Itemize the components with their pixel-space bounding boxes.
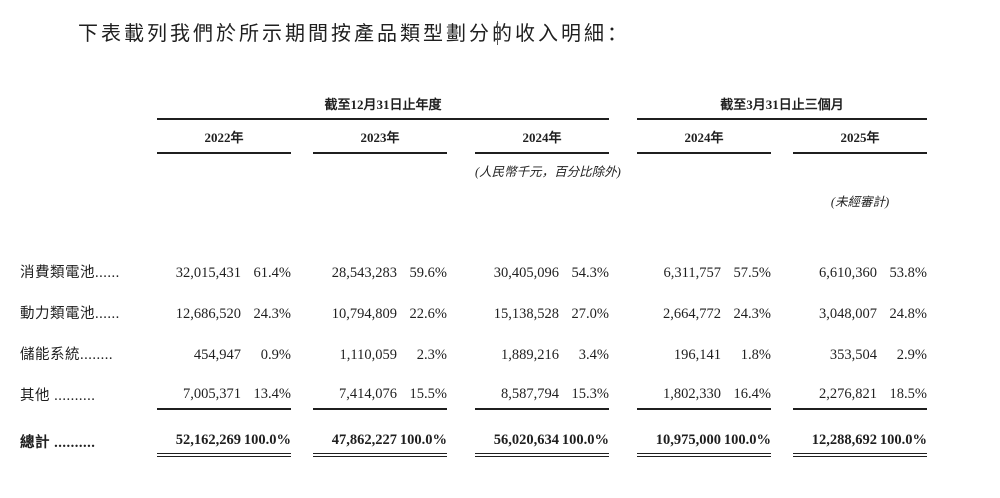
amount-cell: 15,138,528 [493, 305, 559, 322]
col-group-three-months-ended-mar31: 截至3月31日止三個月 [637, 94, 927, 120]
row-label: 消費類電池...... [20, 264, 120, 281]
percent-cell: 24.8% [889, 305, 927, 322]
row-label: 總計 .......... [20, 434, 96, 451]
amount-cell: 12,686,520 [175, 305, 241, 322]
col-header-2023: 2023年 [313, 127, 447, 154]
table-row-energy-storage: 儲能系統........ 454,947 0.9% 1,110,059 2.3%… [20, 328, 1000, 369]
col-group-year-ended-dec31: 截至12月31日止年度 [157, 94, 609, 120]
amount-cell: 52,162,269 [157, 432, 241, 457]
amount-cell: 8,587,794 [475, 386, 559, 410]
percent-cell: 100.0% [397, 432, 447, 457]
percent-cell: 15.5% [397, 386, 447, 410]
amount-cell: 7,414,076 [313, 386, 397, 410]
amount-cell: 7,005,371 [157, 386, 241, 410]
percent-cell: 13.4% [241, 386, 291, 410]
amount-cell: 10,975,000 [637, 432, 721, 457]
row-label: 動力類電池...... [20, 305, 120, 322]
percent-cell: 59.6% [409, 264, 447, 281]
text-caret-artifact [497, 21, 498, 45]
percent-cell: 53.8% [889, 264, 927, 281]
amount-cell: 353,504 [829, 346, 877, 363]
col-header-q1-2025: 2025年 [793, 127, 927, 154]
percent-cell: 0.9% [260, 346, 291, 363]
percent-cell: 100.0% [559, 432, 609, 457]
amount-cell: 196,141 [673, 346, 721, 363]
amount-cell: 47,862,227 [313, 432, 397, 457]
col-header-2022: 2022年 [157, 127, 291, 154]
percent-cell: 57.5% [733, 264, 771, 281]
col-header-q1-2024: 2024年 [637, 127, 771, 154]
percent-cell: 24.3% [733, 305, 771, 322]
percent-cell: 1.8% [740, 346, 771, 363]
amount-cell: 454,947 [193, 346, 241, 363]
amount-cell: 1,889,216 [501, 346, 559, 363]
percent-cell: 2.9% [896, 346, 927, 363]
amount-cell: 1,802,330 [637, 386, 721, 410]
percent-cell: 54.3% [571, 264, 609, 281]
unit-note: (人民幣千元，百分比除外) [475, 165, 621, 179]
table-row-total: 總計 .......... 52,162,269 100.0% 47,862,2… [20, 410, 1000, 457]
percent-cell: 15.3% [559, 386, 609, 410]
audit-note: (未經審計) [830, 195, 890, 209]
percent-cell: 100.0% [241, 432, 291, 457]
amount-cell: 12,288,692 [793, 432, 877, 457]
amount-cell: 3,048,007 [819, 305, 877, 322]
amount-cell: 28,543,283 [331, 264, 397, 281]
amount-cell: 56,020,634 [475, 432, 559, 457]
percent-cell: 2.3% [416, 346, 447, 363]
amount-cell: 6,311,757 [663, 264, 721, 281]
amount-cell: 2,664,772 [663, 305, 721, 322]
percent-cell: 22.6% [409, 305, 447, 322]
amount-cell: 32,015,431 [175, 264, 241, 281]
audit-note-row: (未經審計) [20, 184, 1000, 214]
amount-cell: 2,276,821 [793, 386, 877, 410]
row-label: 其他 .......... [20, 387, 96, 404]
unit-note-row: (人民幣千元，百分比除外) [20, 154, 1000, 184]
percent-cell: 61.4% [253, 264, 291, 281]
revenue-breakdown-table: 截至12月31日止年度 截至3月31日止三個月 2022年 2023年 2024… [20, 88, 1000, 457]
page-title: 下表載列我們於所示期間按產品類型劃分的收入明細： [78, 23, 630, 45]
col-header-2024: 2024年 [475, 127, 609, 154]
table-row-power-batteries: 動力類電池...... 12,686,520 24.3% 10,794,809 … [20, 287, 1000, 328]
amount-cell: 10,794,809 [331, 305, 397, 322]
percent-cell: 16.4% [721, 386, 771, 410]
percent-cell: 100.0% [721, 432, 771, 457]
table-row-others: 其他 .......... 7,005,371 13.4% 7,414,076 … [20, 369, 1000, 410]
percent-cell: 3.4% [578, 346, 609, 363]
percent-cell: 27.0% [571, 305, 609, 322]
column-group-header-row: 截至12月31日止年度 截至3月31日止三個月 [20, 88, 1000, 120]
amount-cell: 30,405,096 [493, 264, 559, 281]
header-body-spacer [20, 214, 1000, 246]
table-row-consumer-batteries: 消費類電池...... 32,015,431 61.4% 28,543,283 … [20, 246, 1000, 287]
percent-cell: 18.5% [877, 386, 927, 410]
amount-cell: 6,610,360 [819, 264, 877, 281]
percent-cell: 24.3% [253, 305, 291, 322]
amount-cell: 1,110,059 [339, 346, 397, 363]
percent-cell: 100.0% [877, 432, 927, 457]
year-header-row: 2022年 2023年 2024年 2024年 2025年 [20, 120, 1000, 154]
row-label: 儲能系統........ [20, 346, 113, 363]
